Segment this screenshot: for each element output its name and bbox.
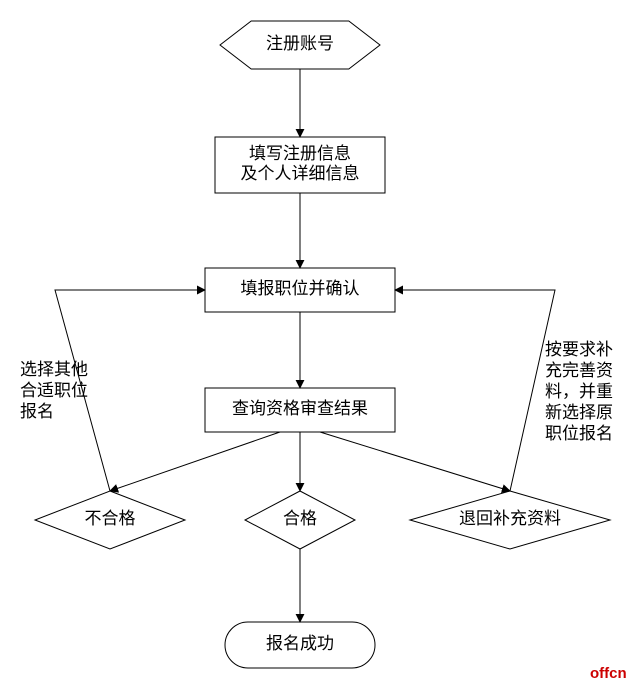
node-label: 不合格 <box>85 509 136 528</box>
flowchart: 注册账号填写注册信息及个人详细信息填报职位并确认查询资格审查结果不合格 合格 退回补… <box>0 0 637 687</box>
node-label: 合格 <box>283 509 317 528</box>
node-label: 注册账号 <box>266 34 334 53</box>
svg-text:选择其他: 选择其他 <box>20 360 88 379</box>
node-label: 退回补充资料 <box>459 509 561 528</box>
svg-text:合适职位: 合适职位 <box>20 381 88 400</box>
svg-text:新选择原: 新选择原 <box>545 403 613 422</box>
svg-text:按要求补: 按要求补 <box>545 340 613 359</box>
node-label: 及个人详细信息 <box>241 164 360 183</box>
svg-text:料，并重: 料，并重 <box>545 382 613 401</box>
svg-text:职位报名: 职位报名 <box>545 424 613 443</box>
node-label: 填报职位并确认 <box>241 279 360 298</box>
svg-text:充完善资: 充完善资 <box>545 361 613 380</box>
svg-text:报名: 报名 <box>20 402 54 421</box>
node-label: 填写注册信息 <box>249 144 351 163</box>
edge-label-right: 按要求补充完善资料，并重新选择原职位报名 <box>545 340 613 443</box>
node-label: 报名成功 <box>266 634 334 653</box>
watermark: offcn <box>590 665 627 682</box>
node-label: 查询资格审查结果 <box>232 399 368 418</box>
background <box>0 0 637 687</box>
